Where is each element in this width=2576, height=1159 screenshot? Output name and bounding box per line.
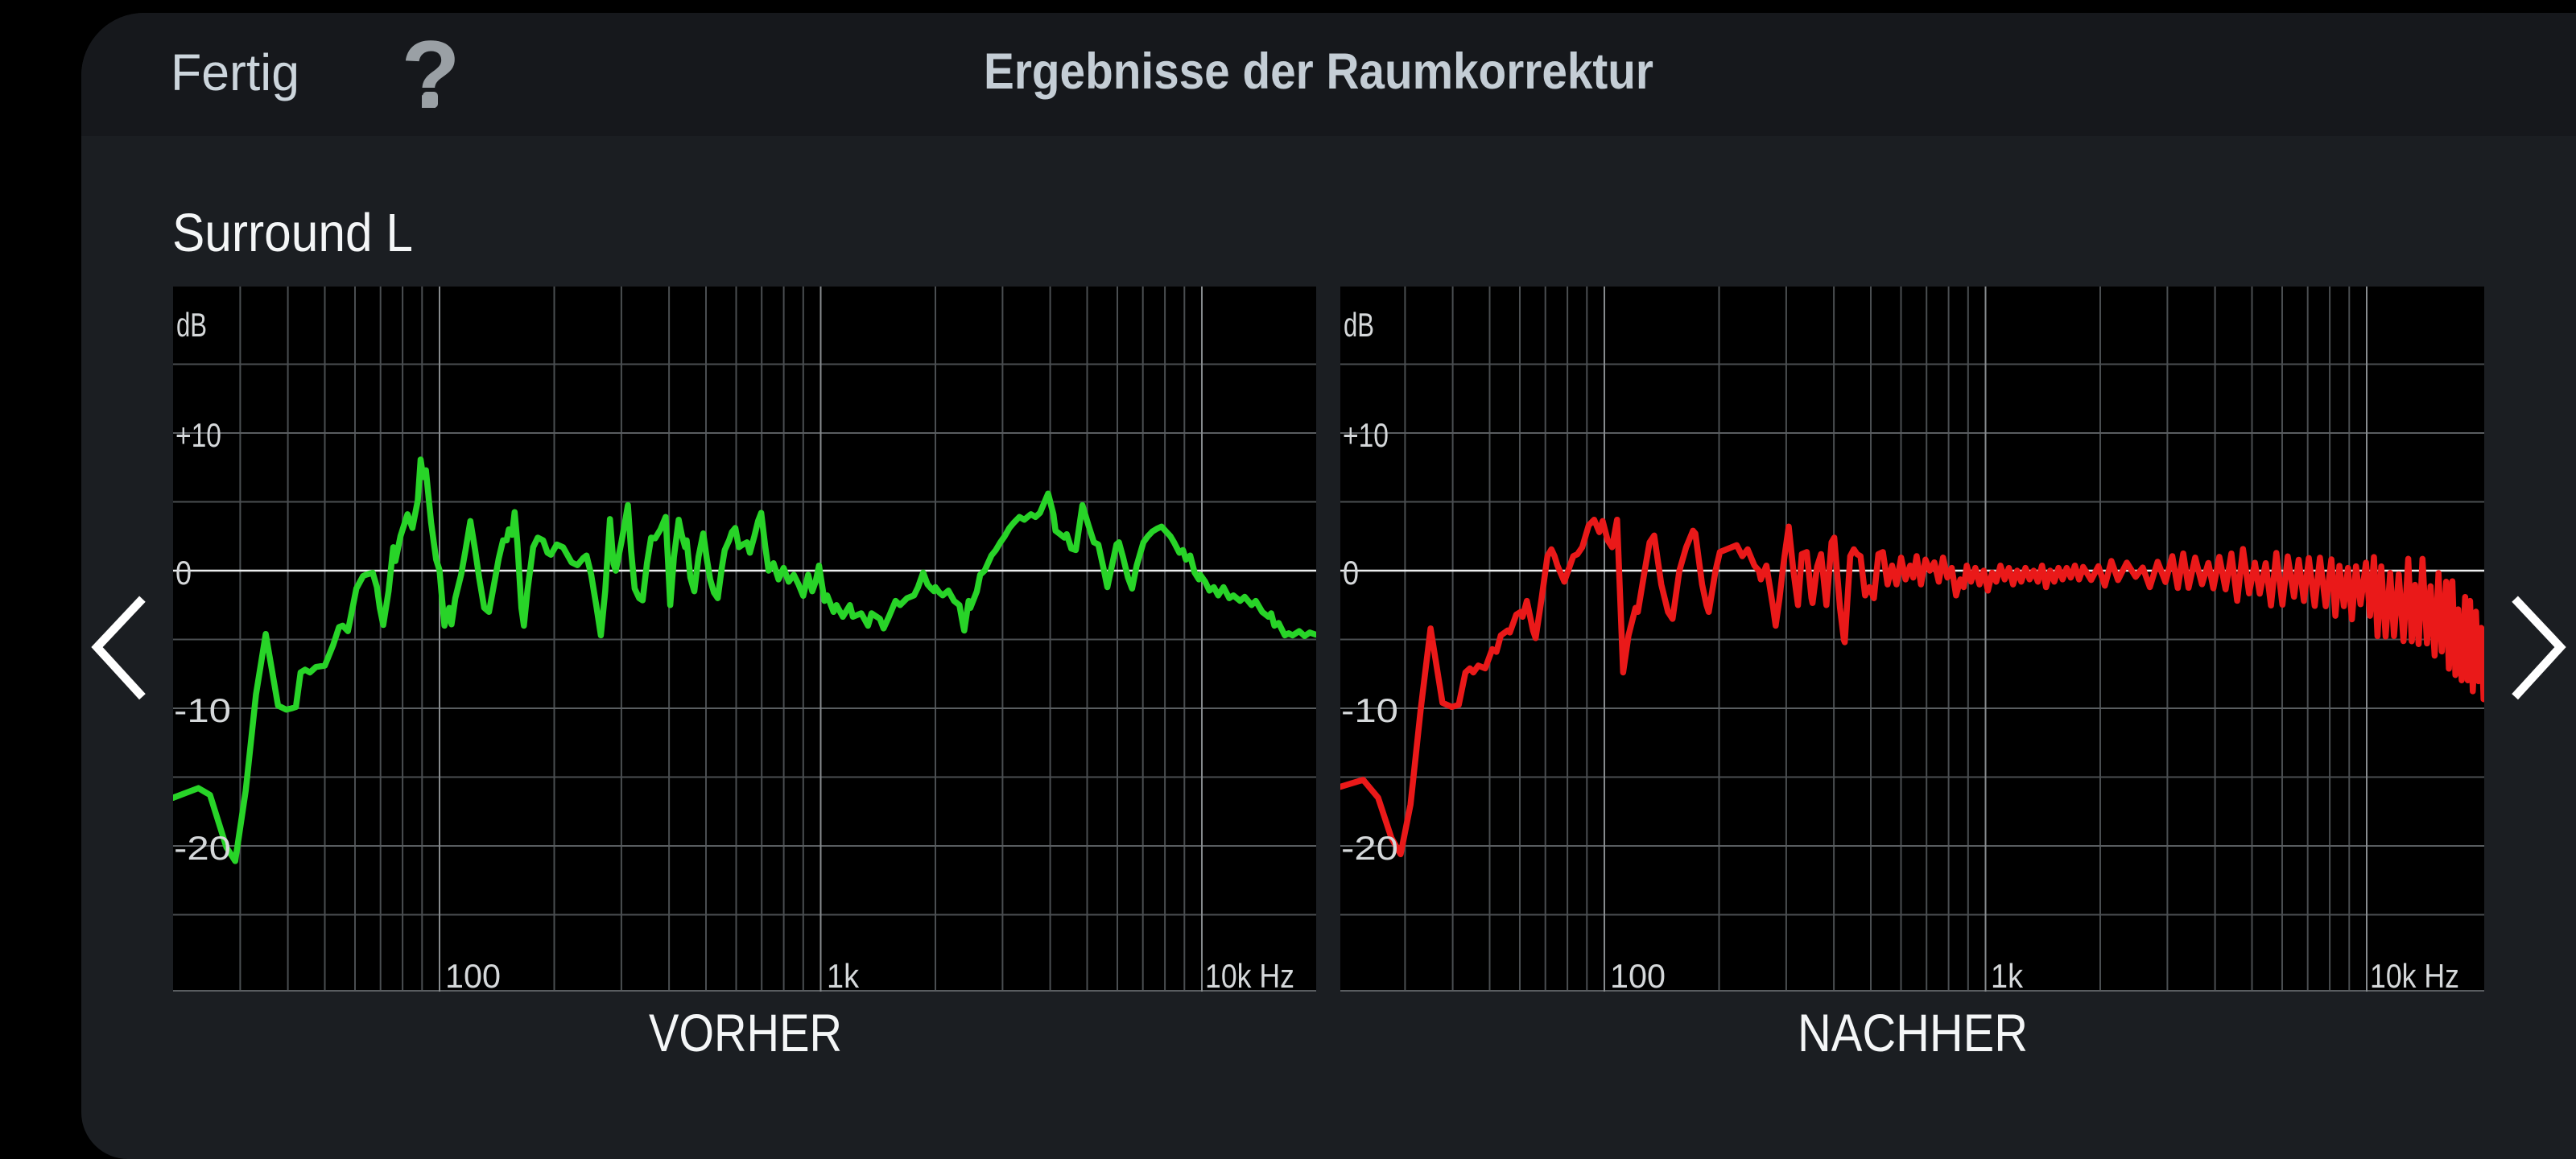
svg-text:-20: -20 — [174, 829, 231, 867]
svg-text:-10: -10 — [174, 691, 231, 729]
svg-text:dB: dB — [1344, 306, 1374, 344]
svg-text:?: ? — [401, 21, 460, 129]
svg-text:+10: +10 — [175, 416, 221, 454]
svg-text:10k Hz: 10k Hz — [1205, 957, 1294, 995]
svg-text:0: 0 — [175, 554, 192, 592]
svg-text:0: 0 — [1343, 554, 1359, 592]
svg-text:100: 100 — [1610, 957, 1666, 995]
svg-text:Ergebnisse der Raumkorrektur: Ergebnisse der Raumkorrektur — [984, 43, 1653, 100]
svg-text:1k: 1k — [1991, 957, 2024, 995]
svg-text:-10: -10 — [1341, 691, 1398, 729]
svg-text:100: 100 — [445, 957, 501, 995]
svg-text:-20: -20 — [1341, 829, 1398, 867]
svg-text:NACHHER: NACHHER — [1798, 1003, 2028, 1062]
svg-text:VORHER: VORHER — [649, 1003, 842, 1062]
svg-text:dB: dB — [176, 306, 207, 344]
svg-text:+10: +10 — [1343, 416, 1389, 454]
svg-text:Fertig: Fertig — [171, 43, 299, 101]
svg-text:1k: 1k — [827, 957, 860, 995]
svg-text:Surround L: Surround L — [172, 203, 413, 263]
svg-text:10k Hz: 10k Hz — [2370, 957, 2459, 995]
